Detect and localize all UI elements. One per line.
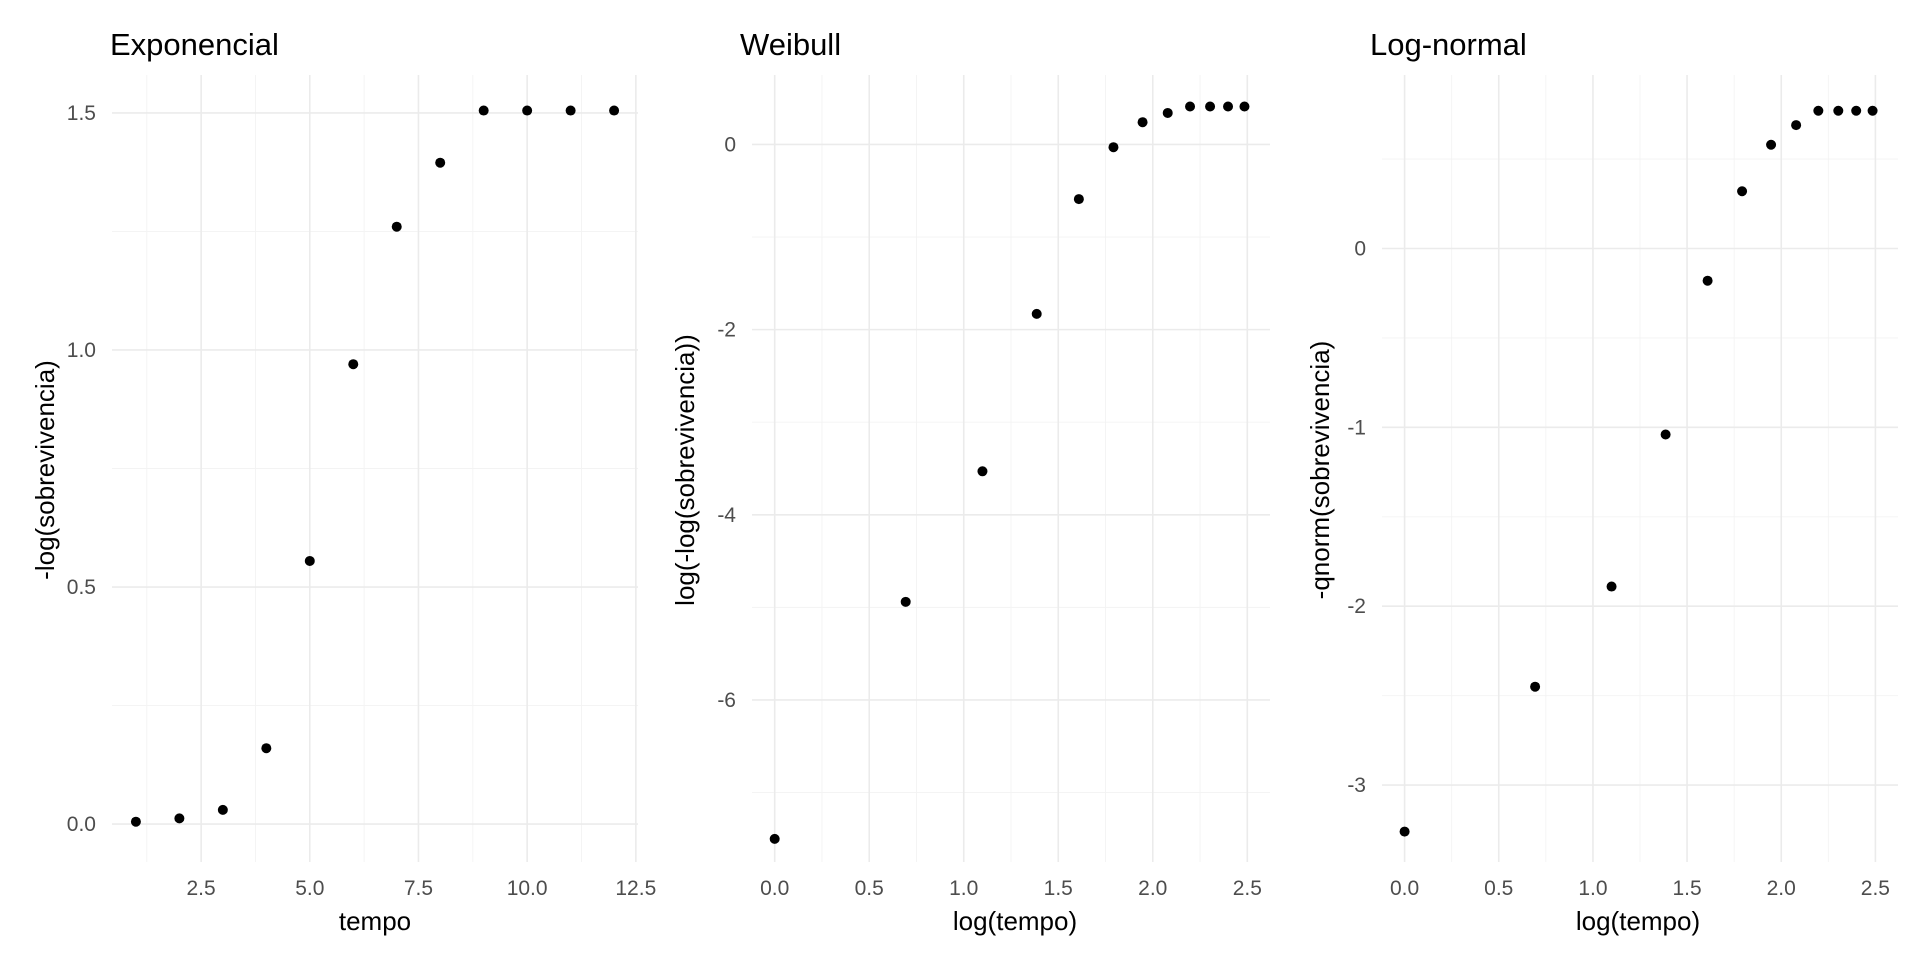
- data-point-log-normal: [1851, 105, 1862, 116]
- points-exponencial: [130, 105, 620, 827]
- y-tick-label-log-normal: -2: [1347, 595, 1366, 618]
- data-point-exponencial: [174, 813, 185, 824]
- data-point-log-normal: [1660, 429, 1671, 440]
- data-point-exponencial: [130, 816, 141, 827]
- data-point-log-normal: [1530, 681, 1541, 692]
- data-point-log-normal: [1833, 105, 1844, 116]
- x-tick-label-exponencial: 2.5: [187, 877, 216, 900]
- panel-exponencial: 2.5 5.0 7.5 10.0 12.5 0.0 0.5 1.0 1.5 Exponencia…: [30, 27, 656, 936]
- x-tick-label-weibull: 2.5: [1233, 877, 1262, 900]
- x-tick-label-log-normal: 2.5: [1861, 877, 1890, 900]
- data-point-log-normal: [1867, 105, 1878, 116]
- x-tick-label-weibull: 0.0: [760, 877, 789, 900]
- y-tick-label-weibull: -6: [717, 689, 736, 712]
- x-tick-label-exponencial: 10.0: [507, 877, 548, 900]
- y-tick-label-weibull: -4: [717, 504, 736, 527]
- data-point-exponencial: [435, 157, 446, 168]
- x-tick-label-log-normal: 0.0: [1390, 877, 1419, 900]
- data-point-weibull: [1073, 194, 1084, 205]
- data-point-log-normal: [1606, 581, 1617, 592]
- x-tick-label-log-normal: 2.0: [1767, 877, 1796, 900]
- x-tick-label-exponencial: 12.5: [615, 877, 656, 900]
- x-tick-label-log-normal: 0.5: [1484, 877, 1513, 900]
- panel-log-normal: 0.0 0.5 1.0 1.5 2.0 2.5 -3 -2 -1 0 Log-normal log…: [1305, 27, 1898, 936]
- y-tick-label-exponencial: 1.5: [67, 102, 96, 125]
- grid-exponencial: [112, 75, 638, 862]
- grid-log-normal: [1382, 75, 1898, 862]
- y-tick-label-weibull: 0: [724, 133, 736, 156]
- data-point-log-normal: [1791, 120, 1802, 131]
- data-point-exponencial: [522, 105, 533, 116]
- y-tick-label-log-normal: 0: [1354, 237, 1366, 260]
- y-tick-label-exponencial: 1.0: [67, 339, 96, 362]
- data-point-log-normal: [1737, 186, 1748, 197]
- data-point-weibull: [977, 466, 988, 477]
- ticks-log-normal: 0.0 0.5 1.0 1.5 2.0 2.5 -3 -2 -1 0: [1347, 237, 1890, 900]
- grid-weibull: [752, 75, 1270, 862]
- x-tick-label-weibull: 0.5: [855, 877, 884, 900]
- y-tick-label-exponencial: 0.5: [67, 576, 96, 599]
- x-tick-label-log-normal: 1.0: [1578, 877, 1607, 900]
- data-point-weibull: [1223, 101, 1234, 112]
- data-point-exponencial: [348, 359, 359, 370]
- y-axis-title-exponencial: -log(sobrevivencia): [30, 360, 60, 580]
- ticks-weibull: 0.0 0.5 1.0 1.5 2.0 2.5 -6 -4 -2 0: [717, 133, 1262, 900]
- y-tick-label-log-normal: -3: [1347, 774, 1366, 797]
- y-tick-label-weibull: -2: [717, 319, 736, 342]
- data-point-exponencial: [391, 221, 402, 232]
- data-point-exponencial: [565, 105, 576, 116]
- panel-title-weibull: Weibull: [740, 27, 841, 62]
- data-point-weibull: [1205, 101, 1216, 112]
- x-tick-label-log-normal: 1.5: [1672, 877, 1701, 900]
- data-point-weibull: [769, 833, 780, 844]
- ticks-exponencial: 2.5 5.0 7.5 10.0 12.5 0.0 0.5 1.0 1.5: [67, 102, 656, 900]
- data-point-exponencial: [609, 105, 620, 116]
- y-tick-label-exponencial: 0.0: [67, 813, 96, 836]
- x-axis-title-exponencial: tempo: [339, 906, 411, 936]
- data-point-log-normal: [1702, 275, 1713, 286]
- y-axis-title-weibull: log(-log(sobrevivencia)): [670, 334, 700, 606]
- x-tick-label-weibull: 1.5: [1044, 877, 1073, 900]
- x-tick-label-weibull: 1.0: [949, 877, 978, 900]
- panel-title-log-normal: Log-normal: [1370, 27, 1527, 62]
- points-log-normal: [1399, 105, 1878, 837]
- x-tick-label-exponencial: 5.0: [295, 877, 324, 900]
- data-point-weibull: [1031, 308, 1042, 319]
- data-point-log-normal: [1766, 139, 1777, 150]
- data-point-exponencial: [304, 555, 315, 566]
- panel-title-exponencial: Exponencial: [110, 27, 279, 62]
- data-point-weibull: [1239, 101, 1250, 112]
- data-point-log-normal: [1399, 826, 1410, 837]
- panel-weibull: 0.0 0.5 1.0 1.5 2.0 2.5 -6 -4 -2 0 Weibull log(te…: [670, 27, 1270, 936]
- data-point-log-normal: [1813, 105, 1824, 116]
- x-tick-label-weibull: 2.0: [1138, 877, 1167, 900]
- data-point-exponencial: [478, 105, 489, 116]
- points-weibull: [769, 101, 1250, 844]
- y-axis-title-log-normal: -qnorm(sobrevivencia): [1305, 341, 1335, 600]
- data-point-weibull: [1108, 142, 1119, 153]
- data-point-weibull: [1185, 101, 1196, 112]
- x-axis-title-log-normal: log(tempo): [1576, 906, 1700, 936]
- data-point-weibull: [900, 596, 911, 607]
- y-tick-label-log-normal: -1: [1347, 416, 1366, 439]
- data-point-weibull: [1137, 117, 1148, 128]
- x-tick-label-exponencial: 7.5: [404, 877, 433, 900]
- data-point-weibull: [1162, 107, 1173, 118]
- data-point-exponencial: [261, 743, 272, 754]
- x-axis-title-weibull: log(tempo): [953, 906, 1077, 936]
- data-point-exponencial: [217, 804, 228, 815]
